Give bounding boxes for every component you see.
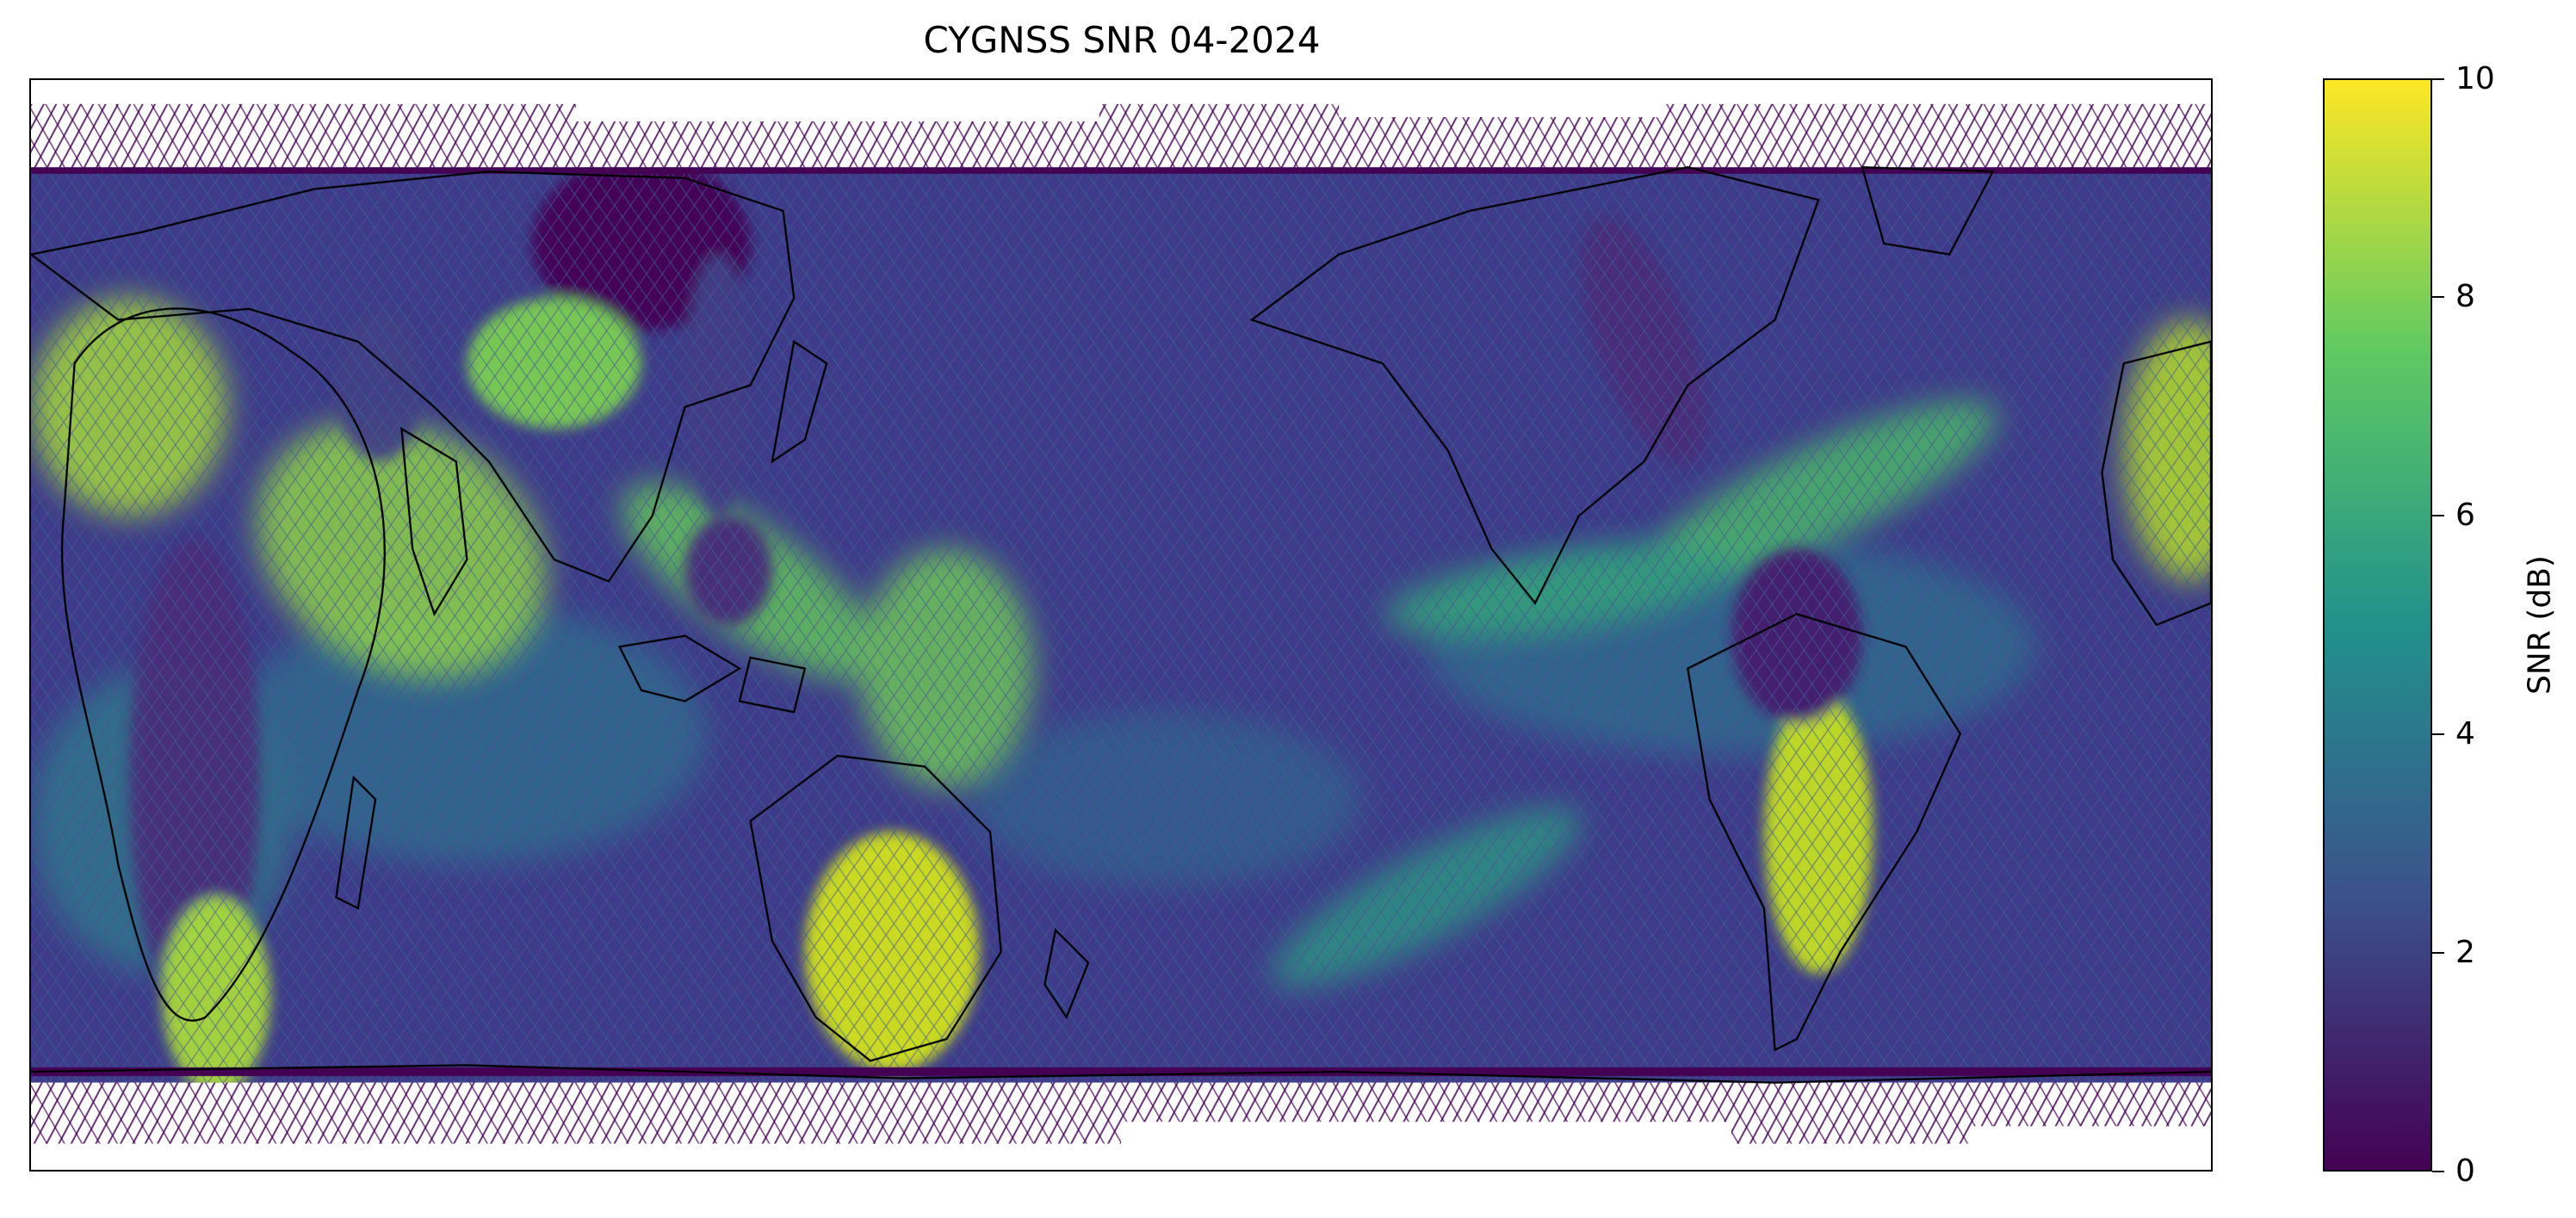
coastline-south-america bbox=[1687, 613, 1962, 1052]
track-fringe-north bbox=[31, 99, 2211, 172]
colorbar-tick-label: 8 bbox=[2455, 279, 2475, 314]
coastline-greenland bbox=[1861, 166, 1995, 256]
coastline-india bbox=[400, 426, 468, 617]
colorbar-tick-label: 2 bbox=[2455, 935, 2475, 970]
colorbar bbox=[2323, 78, 2432, 1172]
coastlines bbox=[31, 166, 2211, 1084]
map-panel bbox=[29, 78, 2213, 1172]
colorbar-tick bbox=[2432, 733, 2444, 735]
coastline-sea-islands bbox=[617, 634, 807, 714]
snr-map bbox=[31, 99, 2211, 1153]
track-fringe-south bbox=[31, 1078, 2211, 1153]
colorbar-tick-label: 10 bbox=[2455, 61, 2495, 96]
coastline-new-zealand bbox=[1043, 928, 1090, 1020]
map-title: CYGNSS SNR 04-2024 bbox=[923, 19, 1321, 61]
colorbar-tick bbox=[2432, 296, 2444, 298]
coastline-japan bbox=[771, 339, 828, 464]
coastline-north-america bbox=[1249, 166, 1820, 605]
colorbar-tick bbox=[2432, 78, 2444, 80]
colorbar-tick bbox=[2432, 1171, 2444, 1172]
coastline-australia bbox=[749, 754, 1002, 1062]
snr-coverage bbox=[31, 167, 2211, 1083]
coastline-africa bbox=[60, 307, 386, 1022]
coastline-eurasia bbox=[31, 170, 796, 583]
coastline-antarctica bbox=[31, 1064, 2211, 1084]
colorbar-tick-label: 4 bbox=[2455, 716, 2475, 751]
coastline-madagascar bbox=[335, 775, 377, 910]
colorbar-tick bbox=[2432, 515, 2444, 516]
coastline-west-africa bbox=[2101, 340, 2211, 627]
colorbar-tick-label: 0 bbox=[2455, 1153, 2475, 1189]
colorbar-tick bbox=[2432, 952, 2444, 954]
colorbar-tick-label: 6 bbox=[2455, 498, 2475, 533]
colorbar-label: SNR (dB) bbox=[2522, 555, 2558, 695]
